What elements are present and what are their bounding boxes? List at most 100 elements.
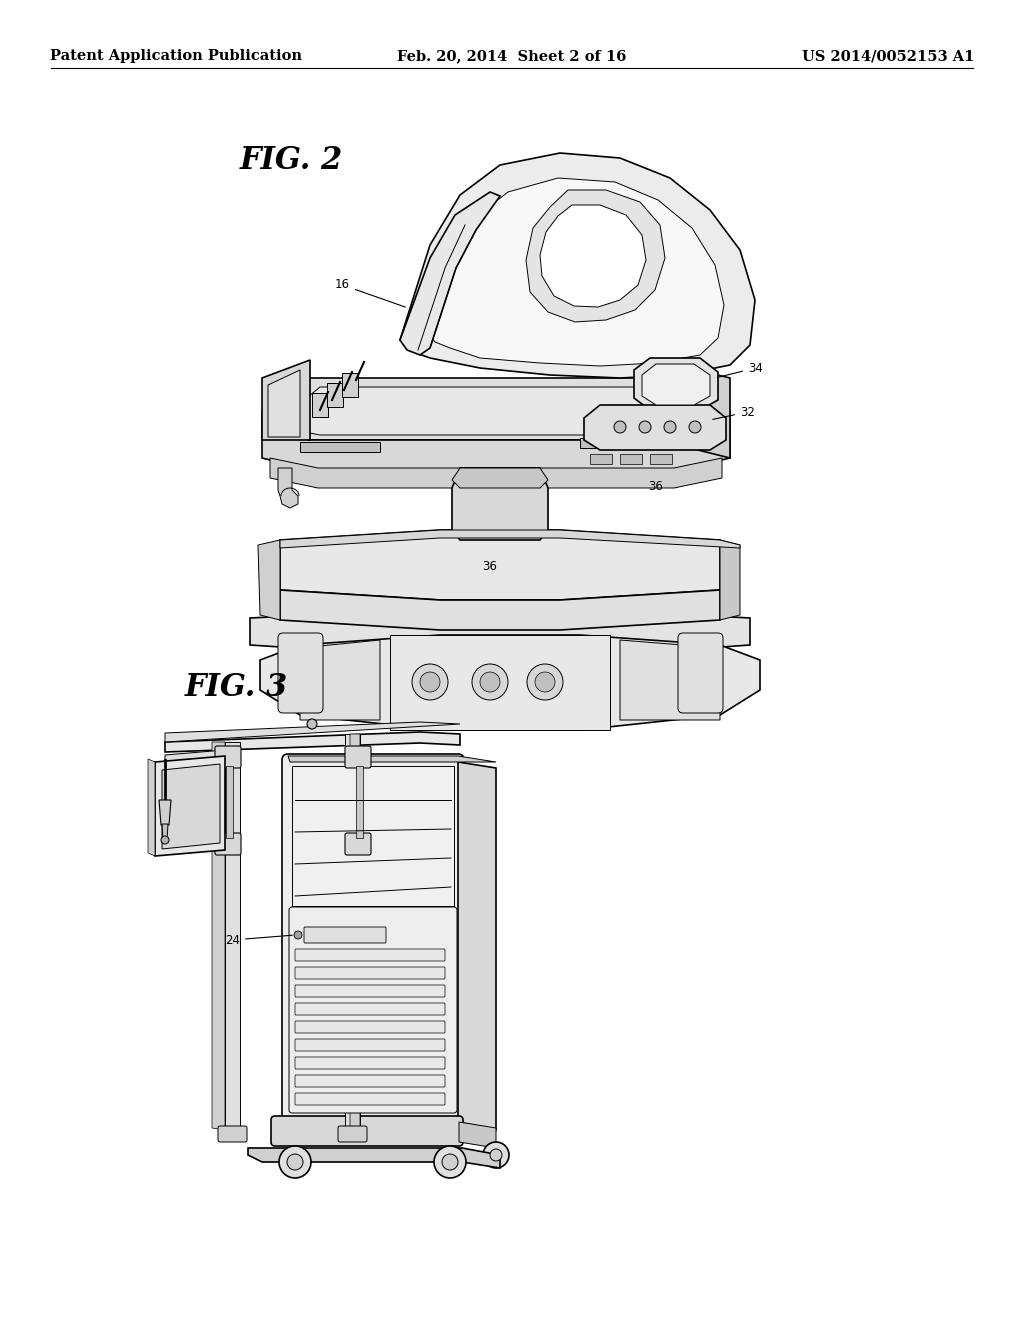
FancyBboxPatch shape <box>278 634 323 713</box>
Polygon shape <box>262 430 730 470</box>
Polygon shape <box>288 756 496 762</box>
FancyBboxPatch shape <box>678 634 723 713</box>
Polygon shape <box>390 635 610 730</box>
Polygon shape <box>620 454 642 465</box>
Polygon shape <box>212 742 225 1130</box>
FancyBboxPatch shape <box>295 1003 445 1015</box>
Text: 16: 16 <box>335 279 406 308</box>
Polygon shape <box>280 531 720 601</box>
Polygon shape <box>690 368 730 458</box>
Circle shape <box>614 421 626 433</box>
Polygon shape <box>285 387 710 436</box>
Text: Patent Application Publication: Patent Application Publication <box>50 49 302 63</box>
Polygon shape <box>458 762 496 1130</box>
Text: FIG. 3: FIG. 3 <box>185 672 288 704</box>
Text: 36: 36 <box>482 560 498 573</box>
FancyBboxPatch shape <box>338 1126 367 1142</box>
Polygon shape <box>650 454 672 465</box>
Circle shape <box>442 1154 458 1170</box>
Polygon shape <box>584 405 726 450</box>
Polygon shape <box>459 1122 496 1148</box>
Polygon shape <box>634 358 718 411</box>
Text: US 2014/0052153 A1: US 2014/0052153 A1 <box>802 49 974 63</box>
Polygon shape <box>300 640 380 719</box>
Polygon shape <box>540 205 646 308</box>
Polygon shape <box>300 442 380 451</box>
FancyBboxPatch shape <box>282 754 464 1126</box>
FancyBboxPatch shape <box>295 985 445 997</box>
Polygon shape <box>155 756 225 855</box>
Polygon shape <box>165 722 460 742</box>
Polygon shape <box>225 742 240 1130</box>
Circle shape <box>535 672 555 692</box>
Polygon shape <box>280 590 720 630</box>
Circle shape <box>480 672 500 692</box>
Polygon shape <box>590 454 612 465</box>
Polygon shape <box>278 469 298 508</box>
Circle shape <box>434 1146 466 1177</box>
Text: 34: 34 <box>718 362 763 378</box>
FancyBboxPatch shape <box>345 746 371 768</box>
FancyBboxPatch shape <box>295 949 445 961</box>
Circle shape <box>412 664 449 700</box>
Text: Feb. 20, 2014  Sheet 2 of 16: Feb. 20, 2014 Sheet 2 of 16 <box>397 49 627 63</box>
Polygon shape <box>356 766 362 838</box>
Polygon shape <box>226 766 233 838</box>
Polygon shape <box>620 640 720 719</box>
FancyBboxPatch shape <box>295 1074 445 1086</box>
Polygon shape <box>248 1148 500 1168</box>
Circle shape <box>161 836 169 843</box>
Circle shape <box>490 1148 502 1162</box>
Polygon shape <box>452 469 548 540</box>
Polygon shape <box>162 824 168 840</box>
FancyBboxPatch shape <box>295 1057 445 1069</box>
Polygon shape <box>452 469 548 488</box>
Polygon shape <box>400 153 755 378</box>
Polygon shape <box>345 734 360 1130</box>
Polygon shape <box>165 733 460 752</box>
Polygon shape <box>526 190 665 322</box>
Circle shape <box>689 421 701 433</box>
Polygon shape <box>642 364 710 405</box>
Polygon shape <box>400 191 500 355</box>
Polygon shape <box>250 609 750 657</box>
Polygon shape <box>148 759 155 855</box>
Circle shape <box>287 1154 303 1170</box>
FancyBboxPatch shape <box>295 1093 445 1105</box>
Polygon shape <box>262 360 310 440</box>
FancyBboxPatch shape <box>295 1020 445 1034</box>
Polygon shape <box>270 458 722 488</box>
Polygon shape <box>258 540 280 620</box>
Text: 24: 24 <box>225 933 292 946</box>
Circle shape <box>420 672 440 692</box>
Text: 36: 36 <box>648 480 663 492</box>
FancyBboxPatch shape <box>295 968 445 979</box>
FancyBboxPatch shape <box>215 833 241 855</box>
Circle shape <box>639 421 651 433</box>
Polygon shape <box>327 383 343 407</box>
FancyBboxPatch shape <box>215 746 241 768</box>
Polygon shape <box>159 800 171 825</box>
Polygon shape <box>312 393 328 417</box>
Polygon shape <box>350 734 360 1133</box>
Polygon shape <box>260 635 760 730</box>
FancyBboxPatch shape <box>292 766 454 906</box>
Polygon shape <box>720 540 740 620</box>
Text: 32: 32 <box>713 405 755 420</box>
Circle shape <box>472 664 508 700</box>
FancyBboxPatch shape <box>295 1039 445 1051</box>
FancyBboxPatch shape <box>345 833 371 855</box>
Polygon shape <box>580 438 690 447</box>
Polygon shape <box>262 378 730 440</box>
Circle shape <box>483 1142 509 1168</box>
Polygon shape <box>342 374 358 397</box>
Circle shape <box>664 421 676 433</box>
FancyBboxPatch shape <box>218 1126 247 1142</box>
FancyBboxPatch shape <box>271 1115 463 1146</box>
Circle shape <box>294 931 302 939</box>
Polygon shape <box>268 370 300 437</box>
FancyBboxPatch shape <box>304 927 386 942</box>
Text: FIG. 2: FIG. 2 <box>240 145 343 176</box>
Polygon shape <box>162 764 220 849</box>
Circle shape <box>307 719 317 729</box>
